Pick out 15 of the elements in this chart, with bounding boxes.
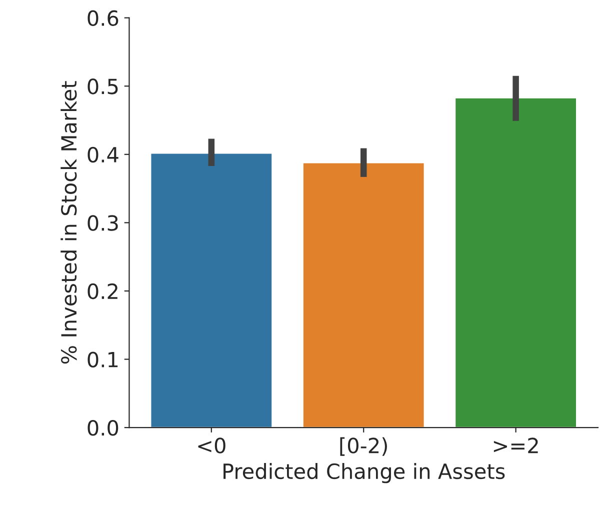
- y-axis-title: % Invested in Stock Market: [60, 81, 77, 364]
- y-tick-label: 0.4: [88, 146, 118, 163]
- bar: [302, 162, 426, 428]
- y-tick-label: 0.5: [88, 78, 118, 94]
- x-axis-title: Predicted Change in Assets: [224, 463, 505, 484]
- y-tick-label: 0.6: [88, 10, 118, 26]
- x-tick-label: >=2: [494, 438, 538, 454]
- y-tick-label: 0.0: [88, 420, 118, 436]
- bar: [150, 152, 273, 428]
- y-tick-label: 0.2: [88, 283, 118, 300]
- y-tick-label: 0.1: [88, 352, 118, 368]
- bar: [454, 97, 578, 428]
- x-tick-label: <0: [198, 438, 226, 454]
- x-tick-label: [0-2): [340, 437, 387, 456]
- y-tick-label: 0.3: [88, 215, 118, 231]
